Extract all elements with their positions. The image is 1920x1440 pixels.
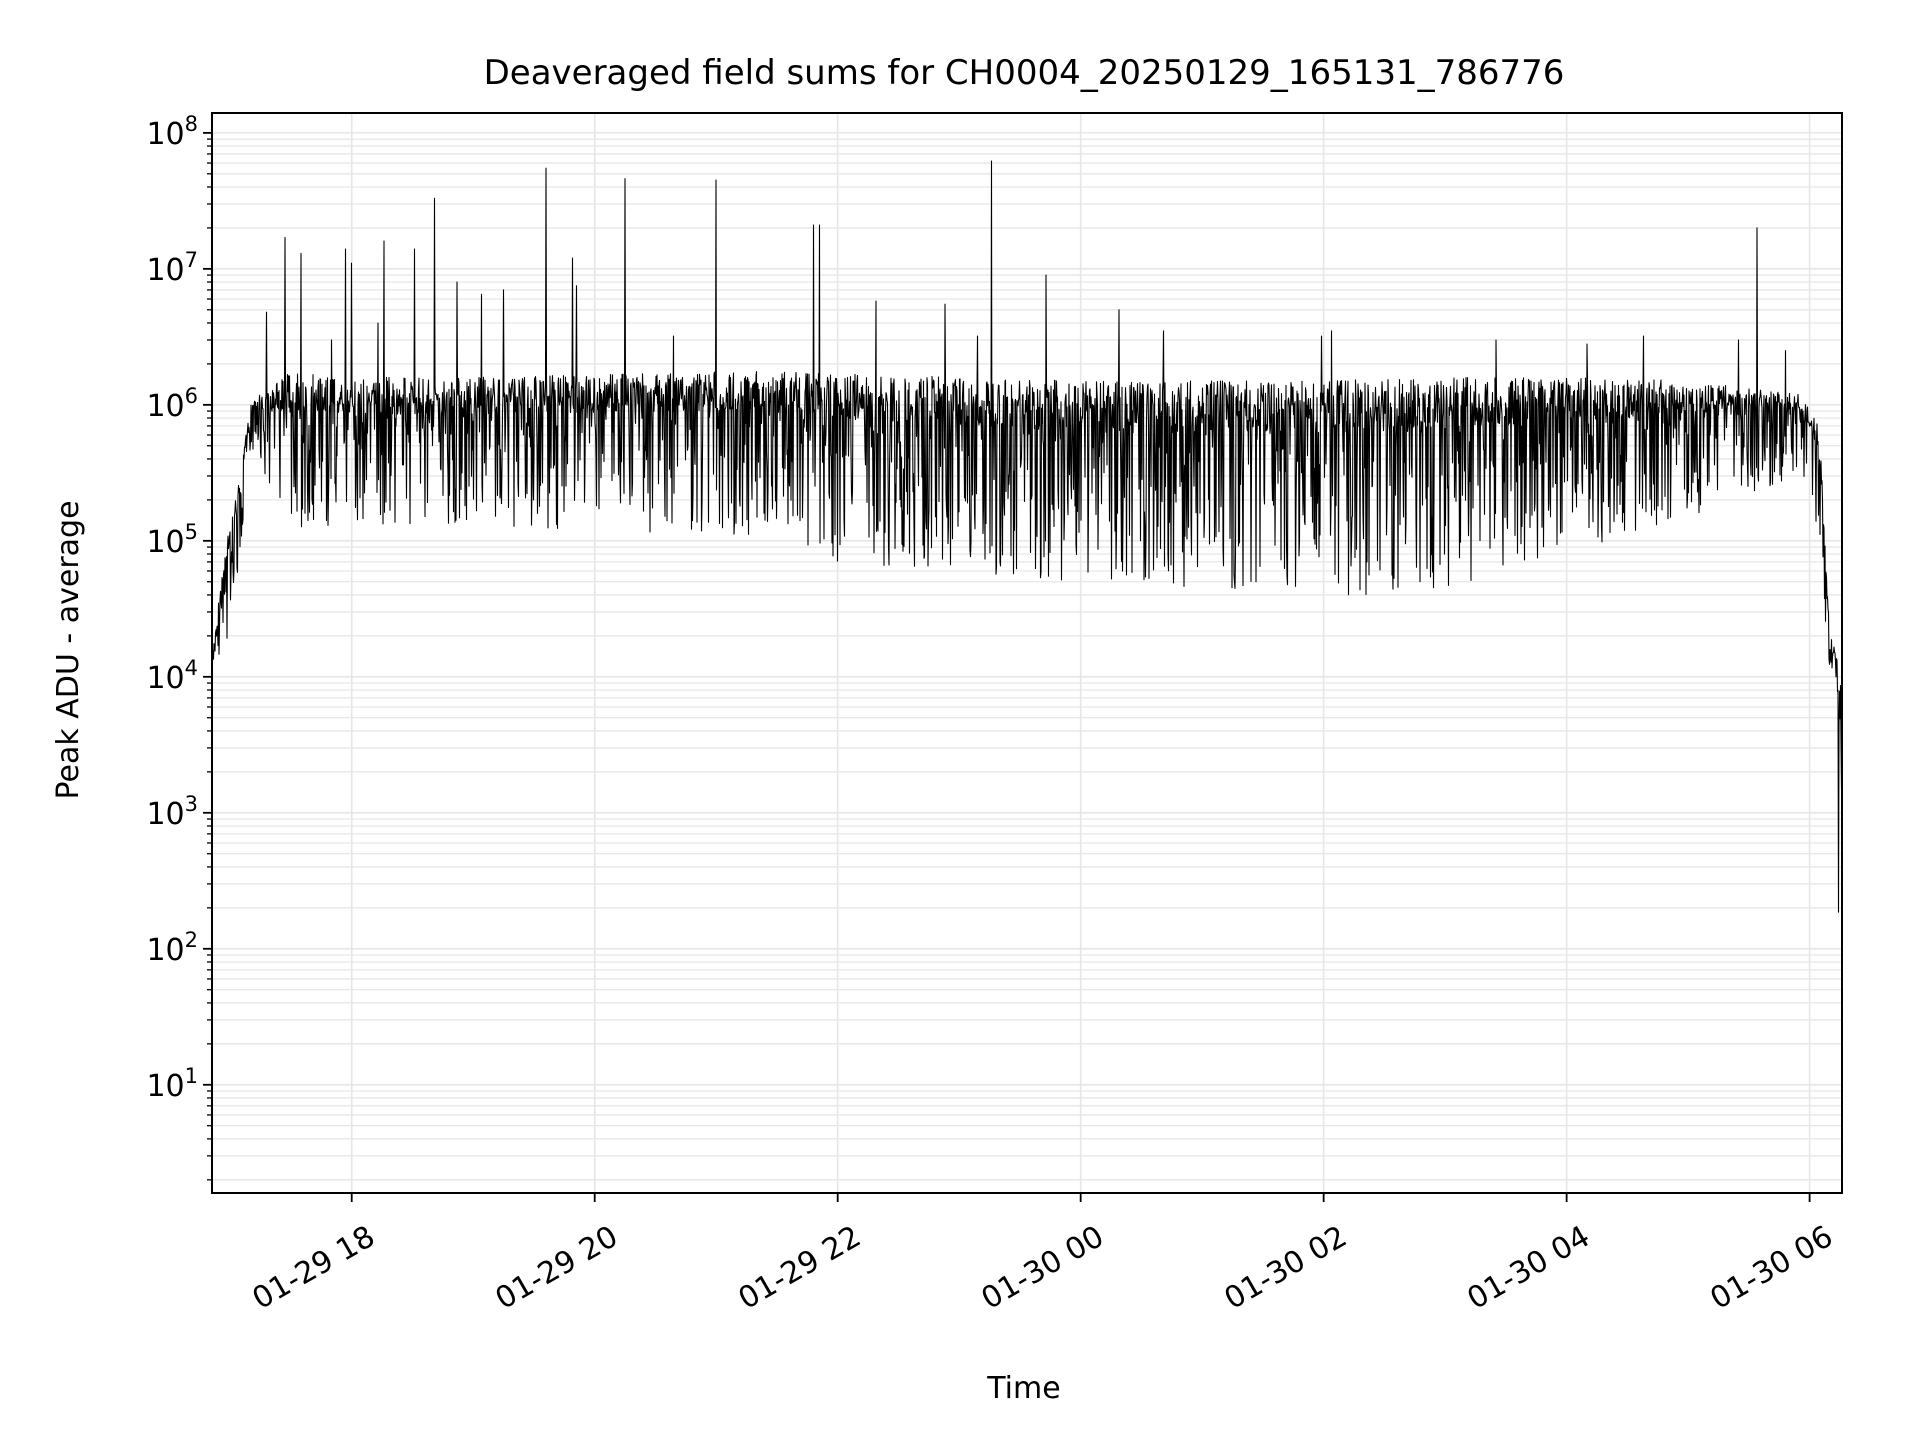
x-axis-label: Time	[986, 1371, 1060, 1406]
y-tick-label: 107	[146, 248, 198, 288]
series-line	[211, 160, 1843, 913]
y-tick-label: 103	[146, 792, 198, 832]
y-tick-label: 102	[146, 928, 198, 968]
y-tick-label: 101	[146, 1064, 198, 1104]
y-tick-label: 105	[146, 520, 198, 560]
plot-area-frame	[211, 112, 1843, 1194]
y-axis-label: Peak ADU - average	[51, 500, 86, 799]
chart-title: Deaveraged field sums for CH0004_2025012…	[484, 53, 1565, 93]
y-axis-ticks: 101 102 103 104 105 106 107 108	[146, 112, 212, 1181]
data-series	[211, 160, 1843, 913]
y-tick-label: 108	[146, 112, 198, 152]
y-tick-label: 106	[146, 384, 198, 424]
grid-lines	[212, 113, 1842, 1193]
y-tick-label: 104	[146, 656, 198, 696]
